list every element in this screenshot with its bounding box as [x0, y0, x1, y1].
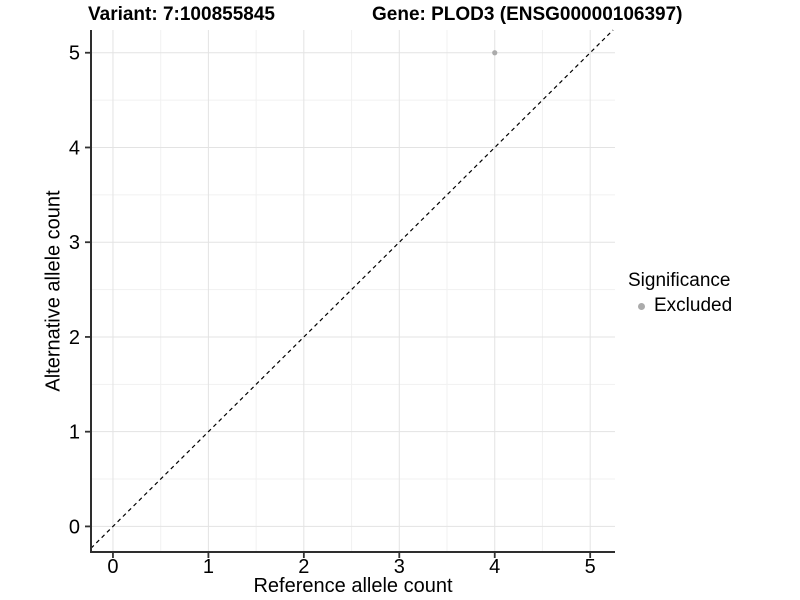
legend-title: Significance: [628, 270, 731, 291]
data-point: [492, 50, 498, 56]
x-tick-label: 2: [298, 556, 309, 578]
y-tick-label: 1: [69, 422, 80, 444]
legend-item-label: Excluded: [654, 295, 733, 316]
x-tick-label: 1: [203, 556, 214, 578]
y-tick-label: 0: [69, 516, 80, 538]
x-tick-label: 3: [394, 556, 405, 578]
x-tick-label: 0: [107, 556, 118, 578]
legend-key-dot-icon: [637, 302, 645, 310]
y-tick-label: 3: [69, 232, 80, 254]
plot-title-gene: Gene: PLOD3 (ENSG00000106397): [372, 4, 683, 25]
legend: Significance Excluded: [628, 270, 732, 317]
legend-item: Excluded: [628, 295, 732, 317]
x-axis-title: Reference allele count: [253, 575, 453, 597]
y-tick-label: 5: [69, 43, 80, 65]
identity-dashed-line: [90, 29, 614, 549]
legend-key: [628, 302, 654, 310]
x-tick-label: 4: [489, 556, 500, 578]
x-tick-label: 5: [585, 556, 596, 578]
y-axis-title: Alternative allele count: [42, 190, 65, 392]
y-tick-label: 4: [69, 137, 80, 159]
y-tick-label: 2: [69, 327, 80, 349]
plot-title-variant: Variant: 7:100855845: [88, 4, 275, 25]
